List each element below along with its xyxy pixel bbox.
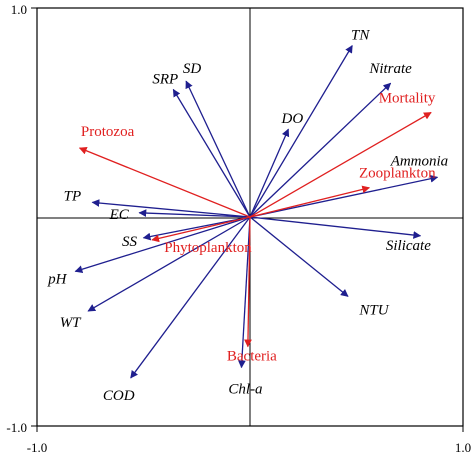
- bio-label-phytoplankton: Phytoplankton: [164, 240, 252, 256]
- x-min-tick-label: -1.0: [27, 440, 48, 455]
- x-ticks: [31, 7, 464, 432]
- bio-label-bacteria: Bacteria: [227, 349, 277, 365]
- env-vector-tn: [249, 44, 353, 218]
- biological-vectors: Mortality Protozoa Zooplankton Phytoplankto…: [78, 91, 436, 365]
- env-vector-tp: [91, 199, 251, 218]
- bio-vector-mortality: [249, 111, 432, 218]
- env-label-chl-a: Chl-a: [228, 381, 262, 397]
- env-label-ntu: NTU: [358, 302, 389, 318]
- bio-label-zooplankton: Zooplankton: [359, 166, 436, 182]
- env-label-sd: SD: [183, 61, 202, 77]
- env-vector-do: [249, 128, 290, 218]
- bio-vector-protozoa: [78, 147, 251, 218]
- y-min-tick-label: -1.0: [6, 420, 27, 435]
- env-label-ammonia: Ammonia: [390, 153, 449, 169]
- env-vector-silicate: [249, 216, 422, 239]
- bio-label-protozoa: Protozoa: [81, 124, 135, 140]
- bio-vector-bacteria: [244, 216, 252, 348]
- env-vector-wt: [87, 216, 251, 312]
- env-vector-ph: [74, 216, 251, 273]
- env-label-do: DO: [281, 111, 304, 127]
- env-label-wt: WT: [60, 315, 82, 331]
- env-vector-srp: [172, 88, 251, 218]
- env-vector-cod: [130, 216, 251, 379]
- env-vector-ss: [142, 216, 251, 241]
- env-vector-sd: [185, 80, 251, 218]
- env-label-cod: COD: [103, 388, 135, 404]
- y-max-tick-label: 1.0: [11, 2, 27, 17]
- env-label-tn: TN: [351, 28, 370, 44]
- environmental-vectors: TN Nitrate SD SRP DO Ammonia TP EC SS Silicate pH W…: [47, 28, 448, 404]
- env-label-ss: SS: [122, 234, 138, 250]
- bio-label-mortality: Mortality: [379, 91, 436, 107]
- env-vector-chl-a: [237, 216, 251, 369]
- env-label-srp: SRP: [152, 72, 178, 88]
- env-vector-ammonia: [249, 174, 439, 218]
- x-max-tick-label: 1.0: [455, 440, 471, 455]
- bio-vector-phytoplankton: [151, 216, 251, 243]
- env-label-ph: pH: [47, 271, 68, 287]
- env-label-silicate: Silicate: [386, 238, 431, 254]
- env-label-tp: TP: [64, 188, 82, 204]
- env-vector-nitrate: [249, 82, 392, 218]
- env-vector-ntu: [249, 216, 349, 297]
- env-label-nitrate: Nitrate: [368, 61, 412, 77]
- bio-vector-zooplankton: [249, 185, 371, 218]
- env-label-ec: EC: [109, 207, 130, 223]
- env-vector-ec: [138, 209, 251, 218]
